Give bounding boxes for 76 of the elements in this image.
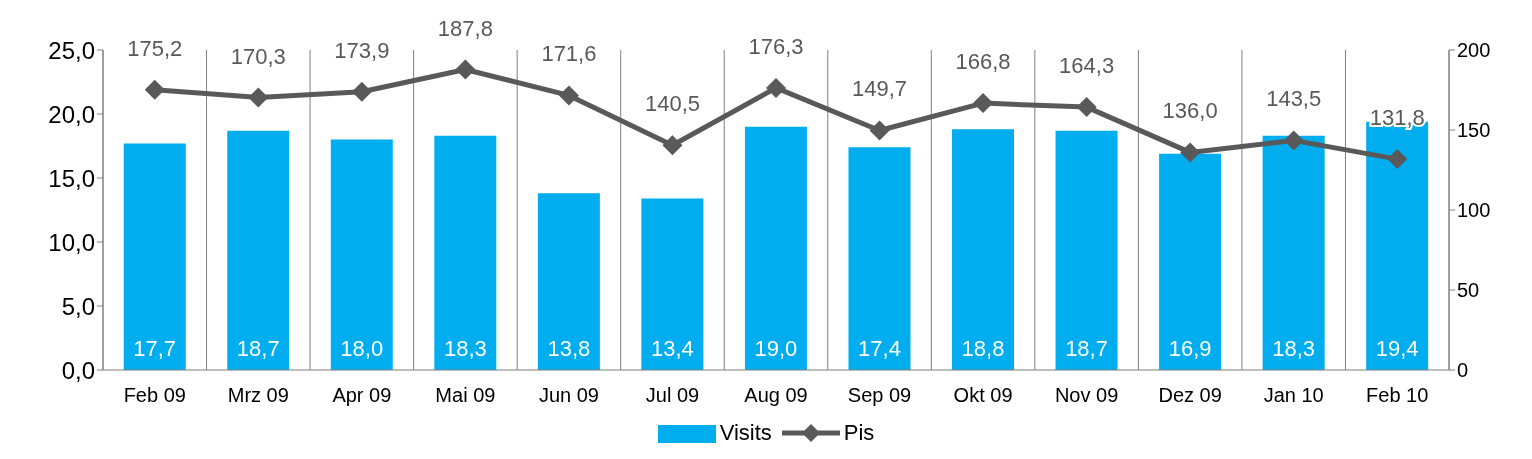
x-tick-label: Feb 09 bbox=[123, 384, 186, 407]
y2-tick-label: 200 bbox=[1457, 39, 1491, 62]
bar bbox=[1055, 130, 1118, 370]
data-label: 176,3 bbox=[748, 33, 804, 59]
data-label: 164,3 bbox=[1059, 53, 1115, 79]
bar bbox=[848, 147, 911, 370]
x-tick-label: Mrz 09 bbox=[227, 384, 289, 407]
bar bbox=[434, 135, 497, 370]
x-tick-label: Okt 09 bbox=[953, 384, 1013, 407]
y2-tick-label: 50 bbox=[1457, 279, 1480, 302]
x-tick-label: Apr 09 bbox=[332, 384, 392, 407]
bar bbox=[227, 130, 290, 370]
data-label: 18,0 bbox=[340, 336, 384, 361]
data-label: 18,3 bbox=[443, 336, 487, 361]
data-label: 16,9 bbox=[1168, 336, 1212, 361]
point bbox=[766, 77, 786, 98]
legend-label: Pis bbox=[842, 420, 875, 446]
data-label: 19,4 bbox=[1375, 336, 1419, 361]
x-tick-label: Nov 09 bbox=[1054, 384, 1119, 407]
y-tick-label: 10,0 bbox=[48, 228, 95, 256]
bar bbox=[952, 129, 1015, 370]
y-tick-label: 25,0 bbox=[48, 36, 95, 64]
legend-label: Visits bbox=[718, 420, 772, 446]
data-label: 13,4 bbox=[650, 336, 694, 361]
data-label: 17,7 bbox=[133, 336, 177, 361]
data-label: 19,0 bbox=[754, 336, 798, 361]
bar bbox=[641, 198, 704, 370]
point bbox=[1283, 130, 1304, 151]
bar bbox=[537, 193, 600, 370]
data-label: 17,4 bbox=[858, 336, 901, 361]
point bbox=[1076, 97, 1097, 118]
point bbox=[248, 87, 269, 108]
data-label: 170,3 bbox=[230, 43, 286, 69]
point bbox=[973, 93, 994, 114]
y2-tick-label: 100 bbox=[1457, 199, 1491, 222]
y-tick-label: 20,0 bbox=[48, 100, 95, 128]
bar bbox=[744, 126, 807, 370]
x-tick-label: Jul 09 bbox=[645, 384, 700, 407]
data-label: 173,9 bbox=[334, 37, 390, 63]
bar bbox=[330, 139, 393, 370]
y-tick-label: 5,0 bbox=[61, 292, 95, 320]
x-tick-label: Feb 10 bbox=[1366, 384, 1429, 407]
data-label: 18,8 bbox=[961, 336, 1005, 361]
data-label: 149,7 bbox=[852, 76, 908, 102]
x-tick-label: Dez 09 bbox=[1158, 384, 1222, 407]
data-label: 18,7 bbox=[1065, 336, 1108, 361]
y2-tick-label: 150 bbox=[1457, 119, 1491, 142]
y2-tick-label: 0 bbox=[1457, 359, 1469, 382]
x-tick-label: Jan 10 bbox=[1263, 384, 1324, 407]
data-label: 166,8 bbox=[955, 49, 1011, 75]
point bbox=[351, 81, 372, 102]
point bbox=[1387, 149, 1408, 170]
data-label: 187,8 bbox=[437, 15, 493, 41]
bar bbox=[1159, 153, 1222, 370]
data-label: 18,7 bbox=[236, 336, 280, 361]
y-tick-label: 0,0 bbox=[61, 356, 95, 384]
data-label: 143,5 bbox=[1266, 86, 1322, 112]
point bbox=[1180, 142, 1201, 163]
y-tick-label: 15,0 bbox=[48, 164, 95, 192]
data-label: 18,3 bbox=[1272, 336, 1316, 361]
point bbox=[662, 135, 683, 156]
data-label: 13,8 bbox=[547, 336, 591, 361]
x-tick-label: Sep 09 bbox=[847, 384, 912, 407]
point bbox=[455, 59, 476, 80]
data-label: 171,6 bbox=[541, 41, 597, 67]
data-label: 136,0 bbox=[1162, 98, 1218, 124]
point bbox=[144, 79, 165, 100]
bar bbox=[123, 143, 186, 370]
x-tick-label: Jun 09 bbox=[538, 384, 599, 407]
data-label: 175,2 bbox=[127, 35, 183, 61]
x-tick-label: Mai 09 bbox=[435, 384, 496, 407]
x-tick-label: Aug 09 bbox=[744, 384, 808, 407]
point bbox=[869, 120, 890, 141]
point bbox=[558, 85, 579, 106]
bar bbox=[1262, 135, 1325, 370]
data-label: 140,5 bbox=[644, 91, 700, 117]
